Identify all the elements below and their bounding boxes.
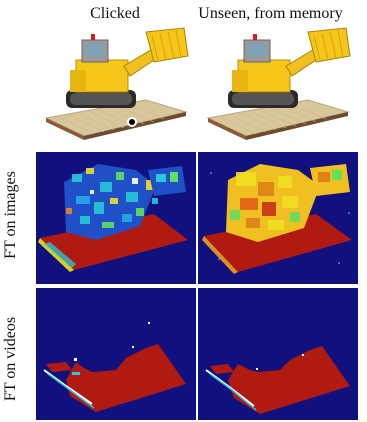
heatmap-images-unseen <box>198 152 358 284</box>
lego-render-clicked <box>36 26 196 144</box>
row-label-ft-on-images: FT on images <box>2 171 19 259</box>
column-title-unseen: Unseen, from memory <box>198 5 343 22</box>
column-title-clicked: Clicked <box>90 5 140 22</box>
row-label-ft-on-videos: FT on videos <box>2 316 19 402</box>
heatmap-videos-clicked <box>36 288 196 420</box>
heatmap-videos-unseen <box>198 288 358 420</box>
heatmap-images-clicked <box>36 152 196 284</box>
lego-render-unseen <box>198 26 358 144</box>
